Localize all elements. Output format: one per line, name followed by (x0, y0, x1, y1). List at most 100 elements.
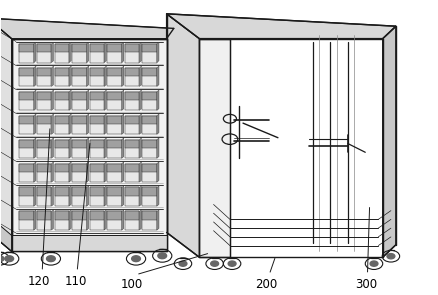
Polygon shape (55, 163, 69, 172)
Polygon shape (72, 68, 87, 86)
Polygon shape (72, 44, 87, 52)
Circle shape (46, 256, 55, 262)
Polygon shape (107, 188, 122, 206)
Polygon shape (142, 188, 157, 196)
Polygon shape (90, 163, 104, 172)
Polygon shape (107, 92, 122, 110)
Polygon shape (72, 92, 87, 110)
Circle shape (158, 253, 166, 259)
Polygon shape (107, 92, 122, 100)
Polygon shape (142, 116, 157, 134)
Polygon shape (125, 44, 139, 63)
Polygon shape (19, 212, 34, 230)
Polygon shape (87, 162, 89, 182)
Polygon shape (125, 68, 139, 76)
Polygon shape (37, 92, 51, 110)
Polygon shape (157, 66, 159, 86)
Polygon shape (139, 162, 141, 182)
Polygon shape (122, 114, 124, 134)
Text: 100: 100 (120, 278, 143, 291)
Polygon shape (34, 42, 36, 63)
Polygon shape (125, 116, 139, 134)
Polygon shape (142, 212, 157, 230)
Polygon shape (125, 163, 139, 172)
Polygon shape (19, 68, 34, 76)
Polygon shape (142, 44, 157, 52)
Polygon shape (55, 92, 69, 110)
Polygon shape (90, 212, 104, 220)
Polygon shape (72, 140, 87, 148)
Polygon shape (107, 68, 122, 76)
Polygon shape (37, 140, 51, 158)
Polygon shape (104, 90, 106, 110)
Polygon shape (90, 44, 104, 52)
Polygon shape (139, 138, 141, 158)
Polygon shape (125, 92, 139, 100)
Polygon shape (142, 140, 157, 158)
Polygon shape (37, 163, 51, 182)
Polygon shape (142, 212, 157, 220)
Polygon shape (37, 163, 51, 172)
Polygon shape (87, 210, 89, 230)
Polygon shape (90, 188, 104, 196)
Polygon shape (90, 116, 104, 134)
Polygon shape (157, 138, 159, 158)
Polygon shape (69, 42, 71, 63)
Polygon shape (69, 210, 71, 230)
Polygon shape (51, 186, 53, 206)
Polygon shape (37, 68, 51, 76)
Polygon shape (37, 116, 51, 124)
Polygon shape (90, 140, 104, 158)
Polygon shape (104, 186, 106, 206)
Circle shape (5, 256, 14, 262)
Polygon shape (69, 186, 71, 206)
Circle shape (228, 261, 236, 266)
Polygon shape (142, 92, 157, 100)
Polygon shape (55, 92, 69, 100)
Polygon shape (19, 188, 34, 196)
Polygon shape (51, 162, 53, 182)
Polygon shape (51, 42, 53, 63)
Polygon shape (55, 116, 69, 134)
Polygon shape (87, 90, 89, 110)
Polygon shape (139, 210, 141, 230)
Polygon shape (72, 140, 87, 158)
Circle shape (370, 261, 378, 266)
Polygon shape (107, 116, 122, 134)
Polygon shape (55, 44, 69, 63)
Polygon shape (104, 42, 106, 63)
Polygon shape (142, 188, 157, 206)
Polygon shape (19, 44, 34, 63)
Circle shape (132, 256, 141, 262)
Polygon shape (69, 66, 71, 86)
Polygon shape (122, 42, 124, 63)
Polygon shape (69, 114, 71, 134)
Polygon shape (107, 68, 122, 86)
Polygon shape (139, 66, 141, 86)
Polygon shape (90, 163, 104, 182)
Polygon shape (51, 66, 53, 86)
Polygon shape (55, 140, 69, 158)
Polygon shape (37, 68, 51, 86)
Polygon shape (34, 90, 36, 110)
Polygon shape (157, 90, 159, 110)
Polygon shape (142, 44, 157, 63)
Polygon shape (125, 140, 139, 148)
Polygon shape (107, 44, 122, 63)
Polygon shape (87, 66, 89, 86)
Circle shape (0, 256, 4, 262)
Polygon shape (383, 26, 396, 257)
Polygon shape (125, 92, 139, 110)
Polygon shape (37, 188, 51, 206)
Polygon shape (34, 210, 36, 230)
Polygon shape (104, 66, 106, 86)
Polygon shape (69, 162, 71, 182)
Polygon shape (34, 114, 36, 134)
Polygon shape (90, 68, 104, 86)
Text: 120: 120 (28, 275, 50, 288)
Polygon shape (139, 114, 141, 134)
Polygon shape (139, 90, 141, 110)
Polygon shape (142, 140, 157, 148)
Polygon shape (125, 68, 139, 86)
Polygon shape (55, 116, 69, 124)
